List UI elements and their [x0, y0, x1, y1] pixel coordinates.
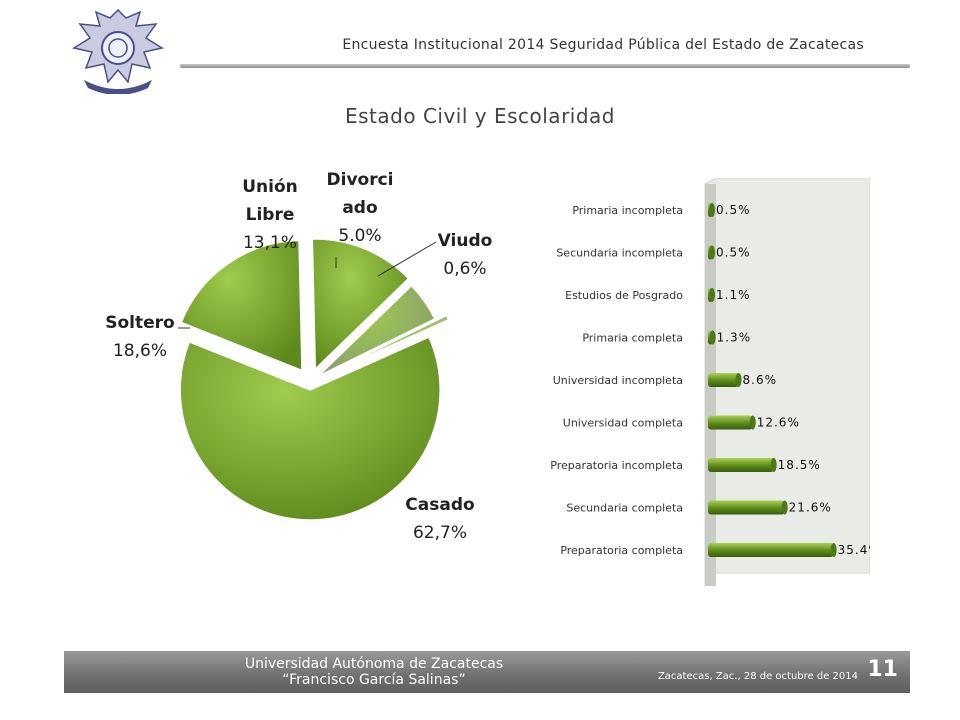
- bar-value-label: 0.5%: [716, 203, 751, 217]
- pie-value-label: 13,1%: [243, 233, 297, 253]
- pie-label-soltero: Soltero 18,6%: [105, 313, 190, 361]
- pie-label-viudo: Viudo 0,6%: [377, 231, 493, 279]
- pie-category-label: Viudo: [438, 231, 493, 251]
- pie-slice-viudo: [329, 314, 450, 374]
- education-bar-chart: Primaria incompleta 0.5%Secundaria incomp…: [550, 178, 870, 588]
- bar-value-label: 21.6%: [789, 501, 832, 515]
- pie-slice-unión-libre: [311, 238, 410, 371]
- pie-value-label: 62,7%: [413, 523, 467, 543]
- bar-universidad-completa: Universidad completa 12.6%: [563, 415, 800, 430]
- pie-value-label: 5.0%: [338, 226, 381, 246]
- pie-category-label: Casado: [405, 495, 474, 515]
- bar-value-label: 35.4%: [838, 543, 870, 557]
- bar-cap: [735, 373, 742, 387]
- footer-date: Zacatecas, Zac., 28 de octubre de 2014: [657, 671, 858, 682]
- bar-secundaria-incompleta: Secundaria incompleta 0.5%: [556, 245, 751, 260]
- bar-universidad-incompleta: Universidad incompleta 8.6%: [553, 373, 778, 387]
- bar-cap: [781, 500, 788, 515]
- bar-cap: [749, 415, 756, 430]
- pie-label-unión-libre: Unión Libre 13,1%: [242, 177, 298, 253]
- pie-category-label: Divorci: [327, 170, 394, 190]
- footer-university: Universidad Autónoma de Zacatecas: [244, 656, 504, 672]
- bar-category-label: Primaria completa: [582, 332, 683, 345]
- bar-secundaria-completa: Secundaria completa 21.6%: [566, 500, 832, 515]
- pie-slice-divorciado: [317, 284, 436, 377]
- pie-value-label: 0,6%: [443, 259, 486, 279]
- bar-rect: [708, 415, 753, 430]
- pie-slice-casado: [179, 336, 441, 521]
- footer-bar: Universidad Autónoma de Zacatecas “Franc…: [64, 651, 910, 693]
- bar-value-label: 12.6%: [757, 416, 800, 430]
- pie-category-label: Unión: [242, 177, 298, 197]
- bar-category-label: Preparatoria incompleta: [550, 459, 683, 472]
- bar-category-label: Primaria incompleta: [572, 204, 683, 217]
- bar-category-label: Universidad completa: [563, 417, 683, 430]
- bar-value-label: 1.3%: [717, 331, 752, 345]
- bar-rect: [708, 500, 785, 515]
- bar-primaria-incompleta: Primaria incompleta 0.5%: [572, 203, 750, 217]
- header-title: Encuesta Institucional 2014 Seguridad Pú…: [342, 37, 864, 53]
- header-divider: [180, 64, 910, 68]
- eagle-seal-icon: [72, 8, 164, 95]
- bar-cap: [830, 543, 837, 557]
- bar-rect: [708, 373, 739, 387]
- pie-leader-line: [377, 241, 437, 277]
- pie-category-label: Libre: [246, 205, 295, 225]
- bar-value-label: 0.5%: [716, 246, 751, 260]
- bar-value-label: 18.5%: [778, 458, 821, 472]
- bar-category-label: Secundaria completa: [566, 502, 683, 515]
- pie-category-label: Soltero: [105, 313, 174, 333]
- pie-label-divorciado: Divorci ado 5.0%: [327, 170, 394, 268]
- footer-university-name: “Francisco García Salinas”: [282, 672, 466, 688]
- pie-category-label: ado: [342, 198, 377, 218]
- bar-value-label: 8.6%: [743, 373, 778, 387]
- bar-value-label: 1.1%: [716, 288, 751, 302]
- bar-preparatoria-completa: Preparatoria completa 35.4%: [560, 543, 870, 557]
- bar-cap: [709, 330, 716, 345]
- page-number: 11: [867, 657, 898, 682]
- university-seal-logo: [70, 8, 166, 95]
- pie-slice-soltero: [180, 239, 303, 372]
- bar-rect: [708, 458, 774, 472]
- bar-category-label: Estudios de Posgrado: [565, 289, 683, 302]
- bar-primaria-completa: Primaria completa 1.3%: [582, 330, 752, 345]
- slide-title: Estado Civil y Escolaridad: [345, 104, 615, 128]
- bar-estudios-de-posgrado: Estudios de Posgrado 1.1%: [565, 288, 750, 302]
- pie-label-casado: Casado 62,7%: [405, 495, 474, 543]
- bar-cap: [709, 288, 715, 302]
- bar-cap: [709, 245, 715, 260]
- marital-status-pie-chart: Casado 62,7% Soltero 18,6% Unión Libre 13,1% Di…: [105, 170, 493, 543]
- bar-category-label: Universidad incompleta: [553, 374, 683, 387]
- bar-category-label: Preparatoria completa: [560, 544, 683, 557]
- pie-value-label: 18,6%: [113, 341, 167, 361]
- bar-cap: [709, 203, 715, 217]
- bar-preparatoria-incompleta: Preparatoria incompleta 18.5%: [550, 458, 821, 472]
- bar-cap: [770, 458, 777, 472]
- bar-category-label: Secundaria incompleta: [556, 247, 683, 260]
- bar-rect: [708, 543, 834, 557]
